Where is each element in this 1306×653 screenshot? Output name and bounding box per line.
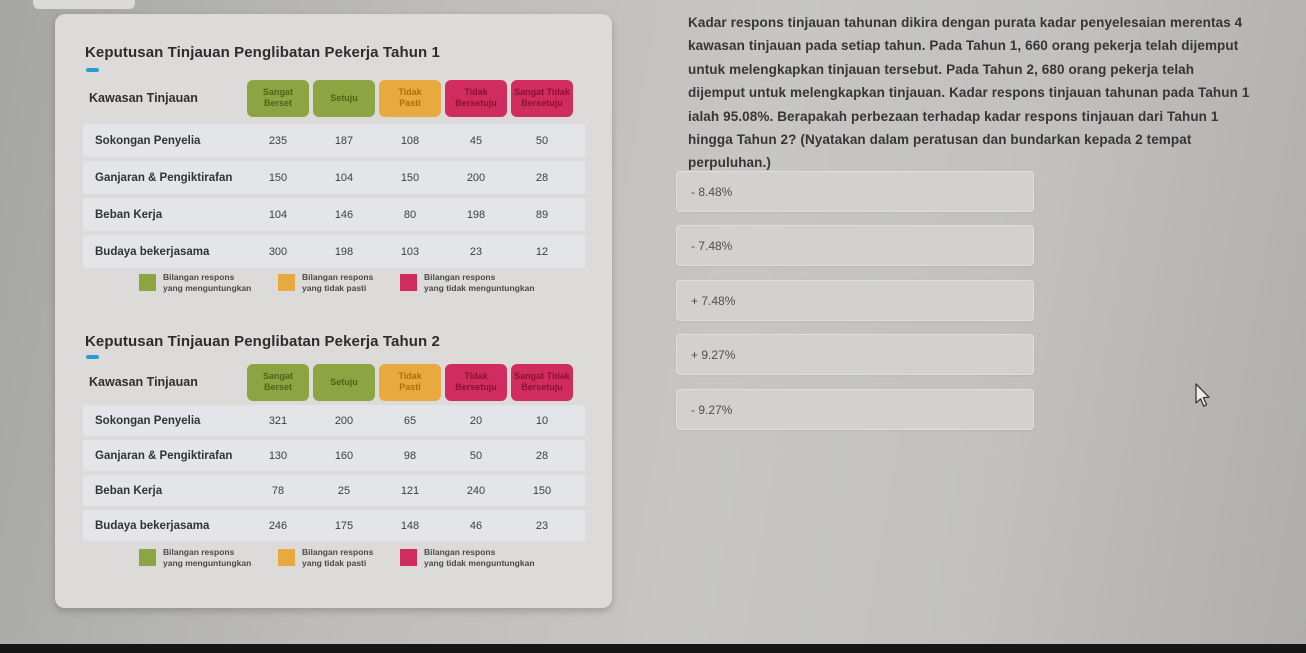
column-pill-sangat-tidak-bersetuju: Sangat Tidak Bersetuju xyxy=(511,79,573,117)
table-row: Budaya bekerjasama 300 198 103 23 12 xyxy=(83,235,585,268)
answer-option-5[interactable]: - 9.27% xyxy=(676,389,1034,430)
table-header-row: Kawasan Tinjauan Sangat Berset Setuju Tid… xyxy=(83,363,585,401)
legend-item-uncertain: Bilangan respons yang tidak pasti xyxy=(278,547,373,569)
table-legend: Bilangan respons yang menguntungkan Bilan… xyxy=(55,272,612,302)
column-header-kawasan: Kawasan Tinjauan xyxy=(89,91,198,105)
table-row: Beban Kerja 78 25 121 240 150 xyxy=(83,475,585,506)
column-pill-setuju: Setuju xyxy=(313,79,375,117)
answer-option-3[interactable]: + 7.48% xyxy=(676,280,1034,321)
legend-item-favorable: Bilangan respons yang menguntungkan xyxy=(139,272,251,294)
answer-option-2[interactable]: - 7.48% xyxy=(676,225,1034,266)
table-row: Sokongan Penyelia 235 187 108 45 50 xyxy=(83,124,585,157)
legend-swatch-yellow xyxy=(278,274,295,291)
legend-swatch-pink xyxy=(400,549,417,566)
table-header-row: Kawasan Tinjauan Sangat Berset Setuju Tid… xyxy=(83,78,585,118)
table-row: Ganjaran & Pengiktirafan 150 104 150 200… xyxy=(83,161,585,194)
legend-swatch-yellow xyxy=(278,549,295,566)
table-title-year-2: Keputusan Tinjauan Penglibatan Pekerja T… xyxy=(85,333,440,350)
column-pill-setuju: Setuju xyxy=(313,363,375,401)
table-body: Sokongan Penyelia 321 200 65 20 10 Ganja… xyxy=(83,405,585,545)
legend-item-uncertain: Bilangan respons yang tidak pasti xyxy=(278,272,373,294)
legend-item-unfavorable: Bilangan respons yang tidak menguntungkan xyxy=(400,547,535,569)
table-row: Ganjaran & Pengiktirafan 130 160 98 50 2… xyxy=(83,440,585,471)
survey-table-year-2: Keputusan Tinjauan Penglibatan Pekerja T… xyxy=(55,329,612,584)
legend-swatch-green xyxy=(139,549,156,566)
partial-card-top xyxy=(33,0,135,9)
table-title-year-1: Keputusan Tinjauan Penglibatan Pekerja T… xyxy=(85,44,440,61)
table-body: Sokongan Penyelia 235 187 108 45 50 Ganj… xyxy=(83,124,585,272)
answer-option-4[interactable]: + 9.27% xyxy=(676,334,1034,375)
legend-item-unfavorable: Bilangan respons yang tidak menguntungkan xyxy=(400,272,535,294)
column-pill-tidak-pasti: Tidak Pasti xyxy=(379,363,441,401)
column-pill-sangat-tidak-bersetuju: Sangat Tidak Bersetuju xyxy=(511,363,573,401)
column-pill-sangat-bersetuju: Sangat Berset xyxy=(247,79,309,117)
column-header-kawasan: Kawasan Tinjauan xyxy=(89,375,198,389)
taskbar-strip xyxy=(0,644,1306,653)
column-pill-tidak-bersetuju: Tidak Bersetuju xyxy=(445,79,507,117)
legend-swatch-green xyxy=(139,274,156,291)
question-text: Kadar respons tinjauan tahunan dikira de… xyxy=(688,15,1250,171)
survey-table-year-1: Keputusan Tinjauan Penglibatan Pekerja T… xyxy=(55,40,612,328)
column-pill-tidak-bersetuju: Tidak Bersetuju xyxy=(445,363,507,401)
tables-card: Keputusan Tinjauan Penglibatan Pekerja T… xyxy=(55,14,612,608)
collapse-dash-icon[interactable] xyxy=(86,355,99,359)
table-row: Budaya bekerjasama 246 175 148 46 23 xyxy=(83,510,585,541)
table-row: Beban Kerja 104 146 80 198 89 xyxy=(83,198,585,231)
column-pill-tidak-pasti: Tidak Pasti xyxy=(379,79,441,117)
answer-option-1[interactable]: - 8.48% xyxy=(676,171,1034,212)
legend-item-favorable: Bilangan respons yang menguntungkan xyxy=(139,547,251,569)
mouse-cursor-icon xyxy=(1195,383,1210,407)
legend-swatch-pink xyxy=(400,274,417,291)
table-row: Sokongan Penyelia 321 200 65 20 10 xyxy=(83,405,585,436)
collapse-dash-icon[interactable] xyxy=(86,68,99,72)
column-pill-sangat-bersetuju: Sangat Berset xyxy=(247,363,309,401)
table-legend: Bilangan respons yang menguntungkan Bilan… xyxy=(55,547,612,577)
